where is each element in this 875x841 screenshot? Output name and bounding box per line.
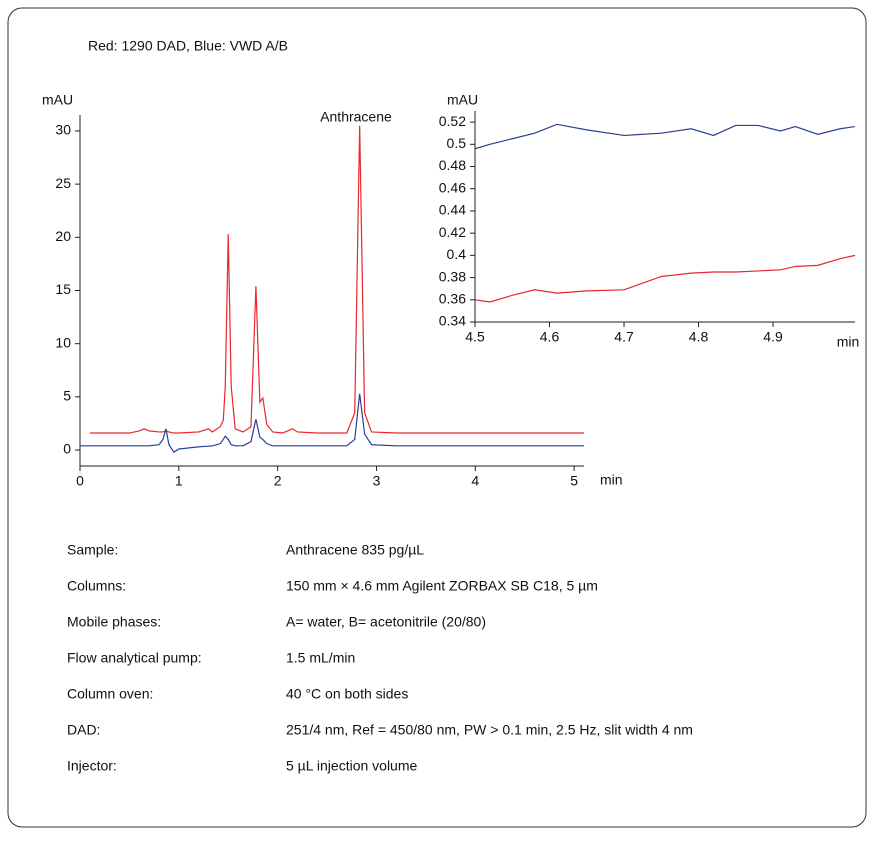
x-tick-label: 2 (274, 473, 282, 489)
x-tick-label: 5 (570, 473, 578, 489)
param-value: 1.5 mL/min (286, 650, 355, 666)
param-value: 5 µL injection volume (286, 758, 417, 774)
series-line (474, 254, 856, 303)
y-tick-label: 0.46 (439, 179, 466, 195)
param-label: DAD: (67, 722, 100, 738)
param-label: Sample: (67, 542, 118, 558)
y-tick-label: 0.42 (439, 224, 466, 240)
y-tick-label: 15 (55, 281, 71, 297)
param-label: Column oven: (67, 686, 153, 702)
y-tick-label: 20 (55, 228, 71, 244)
param-label: Mobile phases: (67, 614, 161, 630)
y-tick-label: 0.38 (439, 268, 466, 284)
x-tick-label: 3 (373, 473, 381, 489)
param-label: Flow analytical pump: (67, 650, 202, 666)
y-tick-label: 0.5 (447, 135, 467, 151)
y-tick-label: 0.48 (439, 157, 466, 173)
y-tick-label: 0.52 (439, 113, 466, 129)
y-tick-label: 0 (63, 441, 71, 457)
x-tick-label: 4 (471, 473, 479, 489)
peak-annotation: Anthracene (320, 109, 392, 125)
x-tick-label: 0 (76, 473, 84, 489)
y-axis-label: mAU (42, 92, 73, 108)
y-tick-label: 30 (55, 122, 71, 138)
frame (7, 7, 867, 828)
x-tick-label: 4.5 (465, 329, 485, 345)
x-tick-label: 4.9 (763, 329, 783, 345)
param-value: 150 mm × 4.6 mm Agilent ZORBAX SB C18, 5… (286, 578, 598, 594)
param-value: A= water, B= acetonitrile (20/80) (286, 614, 486, 630)
param-label: Injector: (67, 758, 117, 774)
y-axis-label: mAU (447, 92, 478, 108)
caption: Red: 1290 DAD, Blue: VWD A/B (88, 38, 288, 54)
x-tick-label: 4.6 (540, 329, 560, 345)
x-tick-label: 1 (175, 473, 183, 489)
param-value: 40 °C on both sides (286, 686, 408, 702)
param-label: Columns: (67, 578, 126, 594)
series-line (474, 123, 856, 150)
series-line (80, 393, 584, 453)
x-axis-label: min (600, 472, 623, 488)
series-line (89, 125, 584, 434)
y-tick-label: 5 (63, 388, 71, 404)
y-tick-label: 0.44 (439, 202, 466, 218)
param-value: Anthracene 835 pg/µL (286, 542, 424, 558)
y-tick-label: 0.34 (439, 313, 466, 329)
y-tick-label: 10 (55, 334, 71, 350)
y-tick-label: 0.36 (439, 290, 466, 306)
param-value: 251/4 nm, Ref = 450/80 nm, PW > 0.1 min,… (286, 722, 693, 738)
x-tick-label: 4.7 (614, 329, 634, 345)
x-tick-label: 4.8 (689, 329, 709, 345)
x-axis-label: min (837, 334, 860, 350)
y-tick-label: 25 (55, 175, 71, 191)
y-tick-label: 0.4 (447, 246, 467, 262)
